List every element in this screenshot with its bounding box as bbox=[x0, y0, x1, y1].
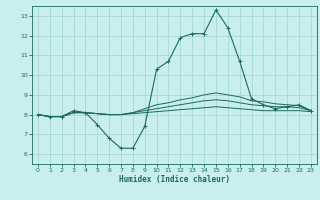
X-axis label: Humidex (Indice chaleur): Humidex (Indice chaleur) bbox=[119, 175, 230, 184]
